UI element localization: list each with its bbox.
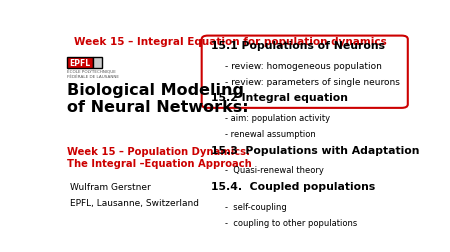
Text: - review: homogeneous population: - review: homogeneous population bbox=[225, 61, 382, 70]
Text: EPFL, Lausanne, Switzerland: EPFL, Lausanne, Switzerland bbox=[70, 198, 199, 207]
Text: Wulfram Gerstner: Wulfram Gerstner bbox=[70, 182, 151, 192]
Text: -  Quasi-renewal theory: - Quasi-renewal theory bbox=[225, 166, 324, 175]
FancyBboxPatch shape bbox=[202, 37, 408, 108]
Text: 15.1 Populations of Neurons: 15.1 Populations of Neurons bbox=[212, 41, 386, 51]
Text: 15.3  Populations with Adaptation: 15.3 Populations with Adaptation bbox=[212, 145, 420, 155]
Text: EPFL: EPFL bbox=[69, 58, 90, 67]
Text: - review: parameters of single neurons: - review: parameters of single neurons bbox=[225, 77, 400, 86]
Text: Week 15 – Population Dynamics:
The Integral –Equation Approach: Week 15 – Population Dynamics: The Integ… bbox=[67, 147, 252, 169]
Text: Biological Modeling
of Neural Networks:: Biological Modeling of Neural Networks: bbox=[67, 83, 248, 114]
FancyBboxPatch shape bbox=[67, 57, 93, 69]
Text: 15.4.  Coupled populations: 15.4. Coupled populations bbox=[212, 182, 376, 192]
Text: - aim: population activity: - aim: population activity bbox=[225, 113, 330, 122]
Text: -  self-coupling: - self-coupling bbox=[225, 202, 287, 211]
FancyBboxPatch shape bbox=[93, 57, 102, 69]
Text: ÉCOLE POLYTECHNIQUE
FÉDÉRALE DE LAUSANNE: ÉCOLE POLYTECHNIQUE FÉDÉRALE DE LAUSANNE bbox=[67, 70, 119, 79]
Text: Week 15 – Integral Equation for population dynamics: Week 15 – Integral Equation for populati… bbox=[74, 37, 387, 47]
Text: - renewal assumption: - renewal assumption bbox=[225, 129, 316, 138]
Text: -  coupling to other populations: - coupling to other populations bbox=[225, 218, 358, 227]
Text: 15.2 Integral equation: 15.2 Integral equation bbox=[212, 93, 348, 103]
